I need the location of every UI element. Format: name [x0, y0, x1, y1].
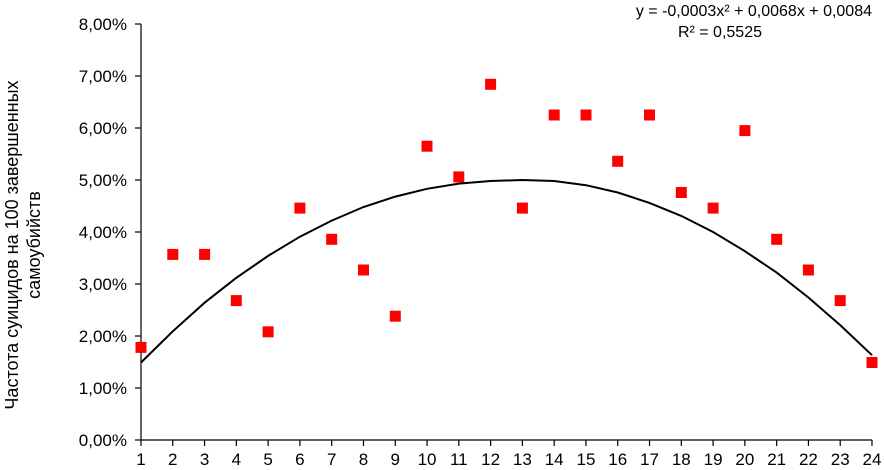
data-point [707, 202, 719, 214]
data-point [739, 125, 751, 137]
x-tick-label: 18 [672, 450, 691, 469]
x-tick-label: 16 [608, 450, 627, 469]
data-point [294, 202, 306, 214]
data-point [199, 248, 211, 260]
plot-area: 0,00% 1,00% 2,00% 3,00% 4,00% 5,00% 6,00% 7,00%… [79, 15, 882, 469]
x-tick-label: 10 [418, 450, 437, 469]
x-tick-label: 15 [576, 450, 595, 469]
x-tick-label: 1 [136, 450, 145, 469]
x-tick-label: 9 [391, 450, 400, 469]
data-point [771, 233, 783, 245]
data-point [802, 264, 814, 276]
x-tick-label: 24 [863, 450, 882, 469]
y-tick-label: 6,00% [79, 119, 127, 138]
y-axis-title-line2: самоубийств [24, 191, 44, 299]
x-tick-label: 4 [232, 450, 241, 469]
data-point [516, 202, 528, 214]
x-tick-label: 17 [640, 450, 659, 469]
data-point [230, 295, 242, 307]
y-tick-label: 8,00% [79, 15, 127, 34]
x-tick-label: 13 [513, 450, 532, 469]
x-tick-label: 21 [767, 450, 786, 469]
data-point [389, 310, 401, 322]
y-tick-label: 7,00% [79, 67, 127, 86]
data-point [485, 78, 497, 90]
x-tick-label: 5 [263, 450, 272, 469]
data-point [548, 109, 560, 121]
x-tick-label: 6 [295, 450, 304, 469]
y-tick-label: 4,00% [79, 223, 127, 242]
data-point [675, 187, 687, 198]
data-point [866, 357, 878, 368]
data-point [580, 109, 592, 121]
data-point [453, 171, 465, 183]
trendline-curve [140, 178, 873, 364]
x-tick-label: 23 [831, 450, 850, 469]
x-tick-label: 12 [481, 450, 500, 469]
data-point [262, 326, 274, 338]
r-squared-label: R² = 0,5525 [678, 24, 762, 41]
y-tick-label: 5,00% [79, 171, 127, 190]
x-tick-label: 11 [450, 450, 468, 469]
data-point [421, 140, 433, 152]
x-tick-label: 3 [200, 450, 209, 469]
data-point [167, 248, 179, 260]
y-tick-label: 0,00% [79, 431, 127, 450]
y-tick-label: 1,00% [79, 379, 127, 398]
x-tick-label: 7 [327, 450, 336, 469]
x-tick-label: 14 [545, 450, 564, 469]
data-point [612, 155, 624, 167]
data-point [135, 341, 147, 353]
y-axis-title-line1: Частота суицидов на 100 завершенных [2, 80, 22, 409]
x-tick-label: 19 [704, 450, 723, 469]
equation-label: y = -0,0003x² + 0,0068x + 0,0084 R² = 0,… [636, 3, 872, 41]
x-tick-label: 2 [168, 450, 177, 469]
data-point [644, 109, 655, 121]
x-tick-label: 8 [359, 450, 368, 469]
data-point [326, 233, 338, 245]
trendline-equation: y = -0,0003x² + 0,0068x + 0,0084 [636, 3, 872, 20]
data-point [358, 264, 369, 276]
y-axis-title: Частота суицидов на 100 завершенных само… [2, 80, 44, 409]
x-tick-label: 20 [735, 450, 754, 469]
x-tick-label: 22 [799, 450, 818, 469]
data-point [834, 295, 846, 307]
y-tick-label: 2,00% [79, 327, 127, 346]
y-tick-label: 3,00% [79, 275, 127, 294]
